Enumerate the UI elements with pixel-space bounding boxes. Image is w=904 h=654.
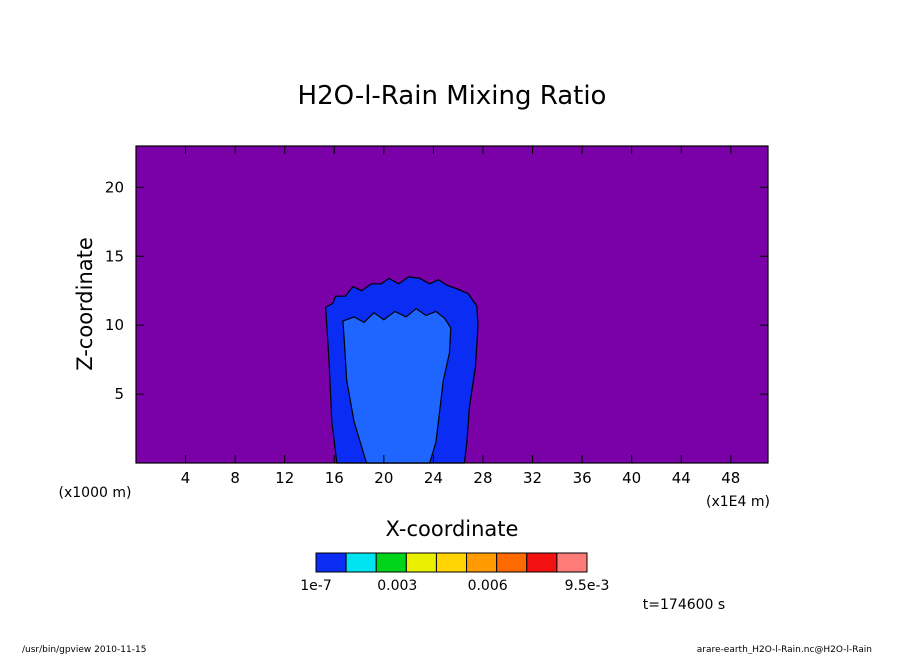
x-tick-label: 24 (424, 469, 443, 487)
x-tick-label: 28 (473, 469, 492, 487)
colorbar-swatch (345, 552, 377, 573)
colorbar-swatch (405, 552, 437, 573)
x-tick-label: 12 (275, 469, 294, 487)
chart-title: H2O-l-Rain Mixing Ratio (298, 81, 607, 111)
footer-right: arare-earth_H2O-l-Rain.nc@H2O-l-Rain (697, 645, 872, 654)
colorbar-swatch (556, 552, 588, 573)
y-tick-label: 5 (114, 385, 124, 403)
colorbar-swatch (375, 552, 407, 573)
x-tick-label: 36 (573, 469, 592, 487)
y-tick-label: 10 (105, 316, 124, 334)
y-tick-label: 20 (105, 178, 124, 196)
plot-frame (135, 145, 769, 464)
colorbar-label: 0.003 (377, 578, 417, 594)
x-unit-label: (x1000 m) (59, 485, 132, 501)
y-tick-label: 15 (105, 247, 124, 265)
x-tick-label: 40 (622, 469, 641, 487)
x-axis-label: X-coordinate (386, 517, 519, 541)
x-tick-label: 8 (230, 469, 240, 487)
time-label: t=174600 s (643, 597, 725, 613)
colorbar-label: 1e-7 (300, 578, 331, 594)
colorbar-label: 0.006 (468, 578, 508, 594)
x-tick-label: 32 (523, 469, 542, 487)
colorbar: 1e-7 0.003 0.006 9.5e-3 (300, 552, 610, 594)
colorbar-swatch (496, 552, 528, 573)
x-tick-label: 16 (325, 469, 344, 487)
x-tick-label: 20 (374, 469, 393, 487)
colorbar-label: 9.5e-3 (565, 578, 610, 594)
y-axis-label: Z-coordinate (73, 237, 97, 371)
colorbar-swatch (315, 552, 347, 573)
x-tick-label: 44 (672, 469, 691, 487)
colorbar-swatch (435, 552, 468, 573)
colorbar-swatch (526, 552, 558, 573)
x-tick-label: 4 (181, 469, 191, 487)
footer-left: /usr/bin/gpview 2010-11-15 (22, 645, 146, 654)
y-unit-label: (x1E4 m) (706, 494, 770, 510)
contour-region-inner (342, 307, 452, 464)
colorbar-swatch (466, 552, 498, 573)
x-tick-label: 48 (721, 469, 740, 487)
